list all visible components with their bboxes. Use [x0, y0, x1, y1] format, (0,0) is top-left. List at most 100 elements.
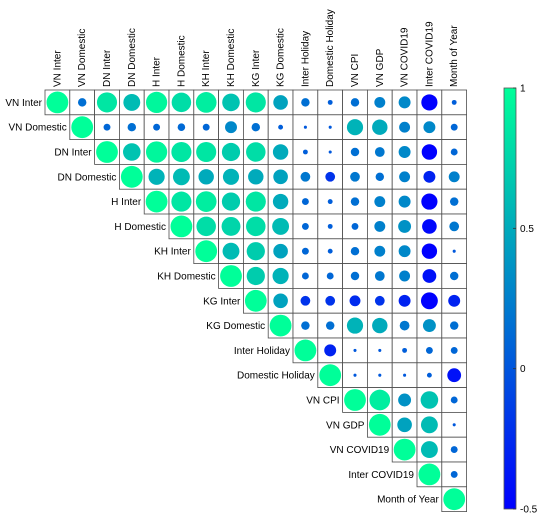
correlation-circle-4-9	[272, 193, 289, 210]
correlation-circle-6-6	[195, 240, 218, 263]
row-label-month-of-year: Month of Year	[377, 495, 439, 506]
correlation-circle-9-11	[325, 321, 335, 330]
correlation-circle-12-14	[398, 393, 412, 407]
correlation-circle-3-4	[148, 168, 165, 185]
column-label-domestic-holiday: Domestic Holiday	[325, 9, 336, 87]
correlation-circle-8-11	[325, 295, 336, 306]
correlation-circle-4-6	[195, 191, 217, 212]
column-labels: VN Inter VN Domestic DN Inter DN Domestic H …	[52, 9, 460, 87]
column-label-h-domestic: H Domestic	[176, 35, 187, 87]
row-label-kh-domestic: KH Domestic	[157, 272, 215, 283]
correlation-circle-6-11	[327, 248, 333, 254]
row-label-inter-covid19: Inter COVID19	[348, 470, 414, 481]
correlation-circle-2-5	[171, 141, 192, 163]
correlation-circle-2-8	[246, 142, 266, 162]
correlation-circle-5-7	[221, 216, 241, 236]
correlation-circle-2-2	[96, 141, 118, 163]
correlation-circle-0-11	[327, 99, 333, 105]
correlation-circle-4-8	[245, 191, 266, 212]
correlation-circle-14-15	[420, 441, 438, 459]
column-label-vn-inter: VN Inter	[52, 50, 63, 87]
row-labels: VN Inter VN Domestic DN Inter DN Domestic H …	[5, 98, 439, 506]
correlation-circle-6-15	[421, 243, 438, 259]
correlation-circle-3-8	[248, 169, 264, 185]
correlation-circle-5-5	[170, 215, 193, 238]
row-label-inter-holiday: Inter Holiday	[234, 346, 290, 357]
row-label-domestic-holiday: Domestic Holiday	[237, 371, 315, 382]
correlation-circle-10-11	[324, 344, 337, 357]
cells-layer	[44, 89, 467, 512]
correlation-circle-0-15	[421, 94, 438, 111]
correlation-circle-1-15	[423, 121, 436, 134]
correlation-circle-0-16	[451, 99, 457, 105]
correlation-circle-7-15	[422, 269, 437, 283]
correlation-circle-11-16	[447, 368, 462, 383]
correlation-circle-0-9	[273, 95, 288, 110]
correlation-circle-0-14	[398, 96, 411, 109]
correlation-circle-3-10	[300, 171, 311, 182]
correlation-circle-3-14	[399, 171, 411, 183]
colorbar: 1 0.5 0 -0.5	[503, 84, 538, 516]
row-label-h-domestic: H Domestic	[114, 222, 166, 233]
column-label-kg-inter: KG Inter	[251, 49, 262, 87]
correlation-circle-1-12	[346, 119, 364, 136]
correlation-circle-1-7	[225, 121, 237, 134]
colorbar-gradient	[503, 87, 517, 510]
correlation-circle-2-6	[196, 141, 217, 163]
correlation-circle-0-6	[195, 92, 217, 113]
correlation-circle-0-2	[96, 92, 118, 113]
cell-0-13	[366, 89, 393, 116]
correlation-circle-1-16	[450, 123, 458, 131]
correlation-circle-1-10	[303, 125, 307, 129]
correlation-circle-2-3	[123, 143, 141, 161]
correlation-circle-11-13	[378, 373, 382, 377]
correlation-circle-0-1	[77, 98, 87, 107]
colorbar-tick-label: 0.5	[520, 224, 534, 235]
row-label-vn-gdp: VN GDP	[326, 420, 365, 431]
correlation-circle-0-12	[350, 98, 360, 107]
correlation-circle-3-9	[273, 169, 288, 185]
correlation-circle-10-14	[402, 347, 408, 353]
row-label-vn-covid19: VN COVID19	[330, 445, 390, 456]
correlation-circle-7-9	[272, 267, 289, 285]
correlation-circle-7-13	[374, 271, 385, 281]
correlation-circle-12-16	[450, 396, 458, 404]
correlation-circle-7-12	[350, 271, 360, 281]
correlation-circle-9-10	[301, 321, 310, 330]
column-label-month-of-year: Month of Year	[449, 25, 460, 87]
correlation-circle-12-15	[420, 391, 439, 409]
correlation-circle-2-12	[350, 147, 360, 157]
correlation-circle-5-8	[246, 216, 266, 237]
correlation-circle-3-15	[423, 170, 436, 183]
correlation-circle-0-5	[171, 92, 192, 113]
correlation-circle-5-12	[351, 222, 359, 230]
correlation-circle-2-4	[145, 141, 168, 163]
correlation-circle-2-10	[302, 149, 308, 155]
correlation-circle-3-5	[172, 168, 190, 186]
correlation-circle-1-11	[328, 125, 332, 129]
correlation-circle-9-13	[372, 317, 388, 334]
correlation-circle-4-7	[221, 192, 241, 211]
colorbar-tick-label: -0.5	[520, 505, 538, 516]
row-label-h-inter: H Inter	[111, 197, 142, 208]
correlation-circle-3-13	[375, 172, 385, 182]
correlation-circle-3-3	[120, 165, 143, 188]
correlation-circle-9-14	[399, 320, 410, 331]
correlation-circle-5-10	[301, 222, 309, 230]
correlation-circle-6-16	[452, 249, 456, 253]
correlation-circle-6-8	[246, 242, 265, 261]
correlation-circle-4-5	[171, 191, 192, 212]
column-label-dn-inter: DN Inter	[102, 49, 113, 87]
correlation-circle-10-16	[450, 346, 458, 354]
column-label-kh-inter: KH Inter	[201, 50, 212, 87]
correlation-circle-8-9	[273, 293, 288, 309]
correlation-circle-4-14	[398, 195, 411, 208]
correlation-circle-8-8	[244, 289, 267, 312]
column-label-dn-domestic: DN Domestic	[127, 28, 138, 87]
correlation-circle-6-10	[301, 247, 309, 255]
correlation-circle-0-3	[123, 93, 141, 111]
correlation-circle-9-15	[422, 319, 436, 333]
correlation-circle-13-14	[397, 417, 412, 433]
correlation-circle-6-14	[398, 245, 411, 258]
correlation-circle-2-7	[221, 142, 241, 162]
